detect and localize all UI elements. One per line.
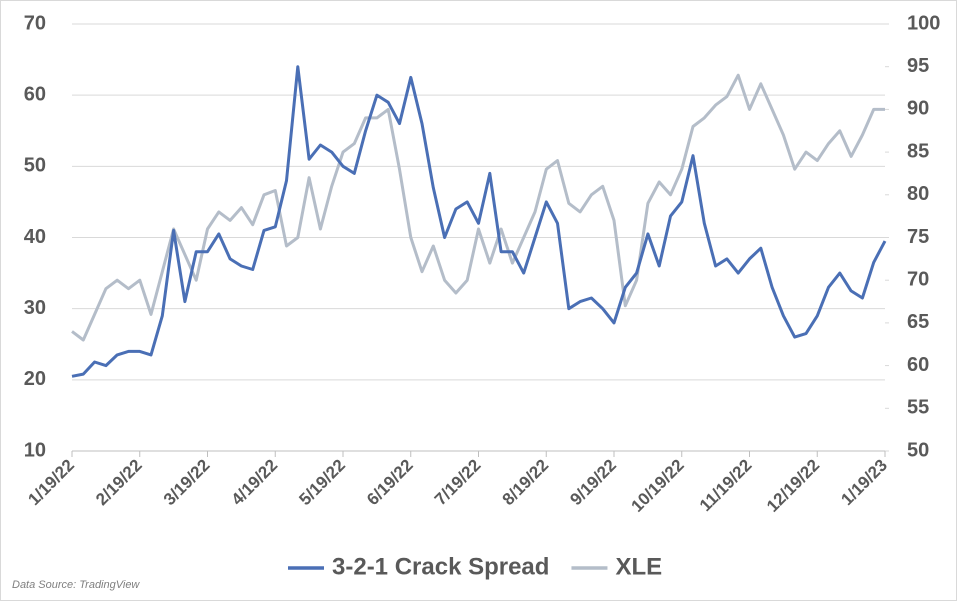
legend-label: 3-2-1 Crack Spread: [332, 553, 549, 580]
legend-label: XLE: [615, 553, 662, 580]
y2-tick-label: 75: [907, 226, 929, 248]
y2-tick-label: 90: [907, 98, 929, 120]
y-tick-label: 50: [24, 155, 46, 177]
y2-tick-label: 80: [907, 183, 929, 205]
y-tick-label: 70: [24, 12, 46, 34]
y2-tick-label: 60: [907, 354, 929, 376]
y-tick-label: 30: [24, 297, 46, 319]
y2-tick-label: 65: [907, 311, 929, 333]
y2-tick-label: 100: [907, 12, 940, 34]
y2-tick-label: 85: [907, 140, 929, 162]
y-tick-label: 10: [24, 439, 46, 461]
y2-tick-label: 50: [907, 439, 929, 461]
source-note: Data Source: TradingView: [12, 579, 140, 591]
series-line: [71, 73, 885, 342]
y-tick-label: 40: [24, 226, 46, 248]
y2-tick-label: 55: [907, 397, 929, 419]
y2-tick-label: 70: [907, 268, 929, 290]
y2-tick-label: 95: [907, 55, 929, 77]
y-tick-label: 20: [24, 368, 46, 390]
y-tick-label: 60: [24, 83, 46, 105]
series-line: [71, 65, 887, 378]
